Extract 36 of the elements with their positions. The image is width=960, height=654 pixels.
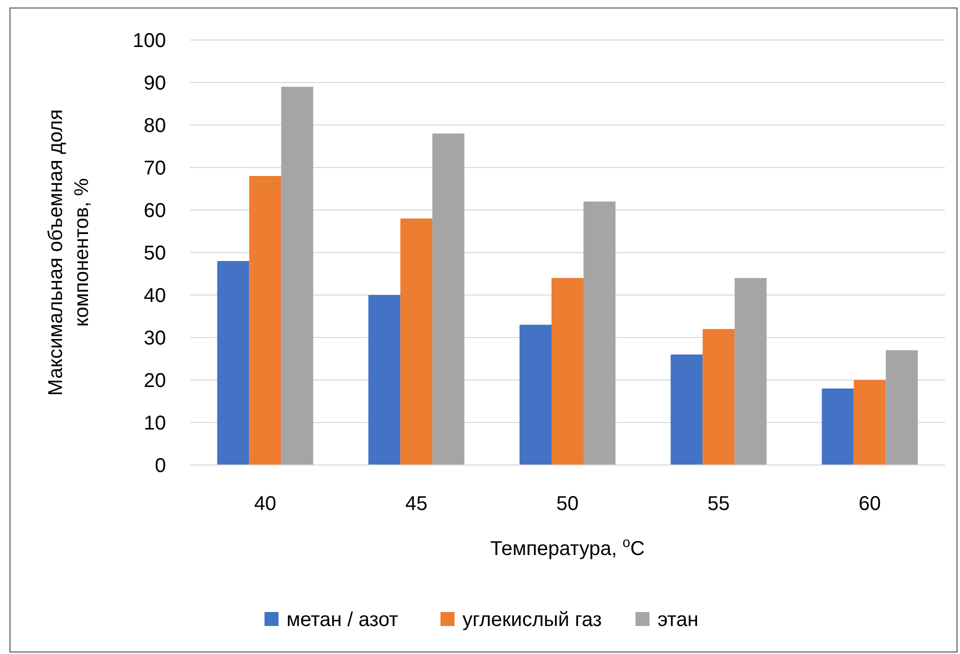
bar: [432, 134, 464, 465]
bar: [520, 324, 552, 465]
y-axis-title: Максимальная объемная доля компонентов, %: [45, 109, 93, 396]
bar: [281, 86, 314, 465]
bar: [734, 278, 767, 465]
y-tick-label: 100: [132, 30, 166, 52]
bar: [400, 218, 432, 465]
x-tick-label: 45: [405, 493, 428, 515]
y-tick-label: 70: [144, 158, 166, 180]
y-tick-label: 10: [144, 412, 166, 434]
x-tick-label: 40: [254, 493, 276, 515]
x-tick-label: 55: [708, 493, 730, 515]
y-tick-label: 30: [144, 328, 166, 350]
bar: [552, 278, 584, 465]
bar: [822, 388, 854, 465]
legend-label: этан: [658, 609, 698, 631]
y-tick-label: 60: [144, 200, 166, 222]
bar: [886, 350, 918, 465]
legend-label: метан / азот: [286, 609, 398, 631]
bar: [702, 329, 735, 465]
bar: [670, 354, 703, 465]
y-tick-label: 0: [154, 455, 166, 477]
y-tick-label: 90: [144, 72, 166, 94]
y-tick-label: 50: [144, 242, 166, 264]
x-tick-label: 50: [556, 493, 579, 515]
legend-label: углекислый газ: [462, 609, 602, 631]
y-tick-label: 20: [144, 370, 166, 392]
bar: [368, 295, 400, 465]
x-axis-title: Температура, $^{o}$C: [490, 534, 645, 560]
bar: [249, 176, 282, 465]
bar: [854, 380, 886, 465]
y-tick-label: 40: [144, 285, 166, 307]
bar: [217, 261, 250, 465]
x-tick-label: 60: [858, 493, 881, 515]
y-tick-label: 80: [144, 115, 166, 137]
bar: [583, 202, 616, 465]
